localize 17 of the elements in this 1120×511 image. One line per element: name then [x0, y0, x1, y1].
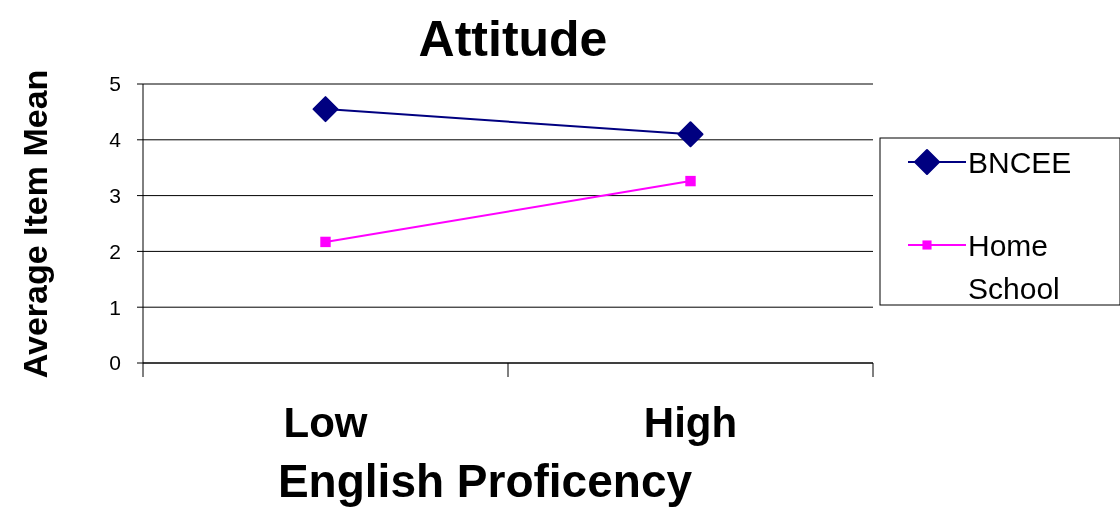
x-axis-title: English Proficency: [277, 455, 693, 507]
y-axis-title: Average Item Mean: [16, 69, 54, 379]
legend-label: Home School: [968, 228, 1060, 305]
chart-title: Attitude: [418, 11, 608, 67]
y-tick-label: 1: [109, 295, 121, 319]
y-tick-label: 0: [109, 351, 121, 375]
y-tick-label: 4: [109, 128, 122, 152]
x-tick-label: Low: [283, 399, 368, 446]
x-tick-label: High: [643, 399, 738, 446]
y-tick-label: 2: [109, 239, 121, 263]
point: [677, 121, 704, 148]
point: [312, 96, 339, 123]
y-tick-label: 3: [109, 183, 121, 207]
point: [320, 236, 331, 248]
y-tick-label: 5: [109, 72, 121, 96]
legend-label: BNCEE: [968, 145, 1072, 179]
point: [685, 175, 696, 187]
